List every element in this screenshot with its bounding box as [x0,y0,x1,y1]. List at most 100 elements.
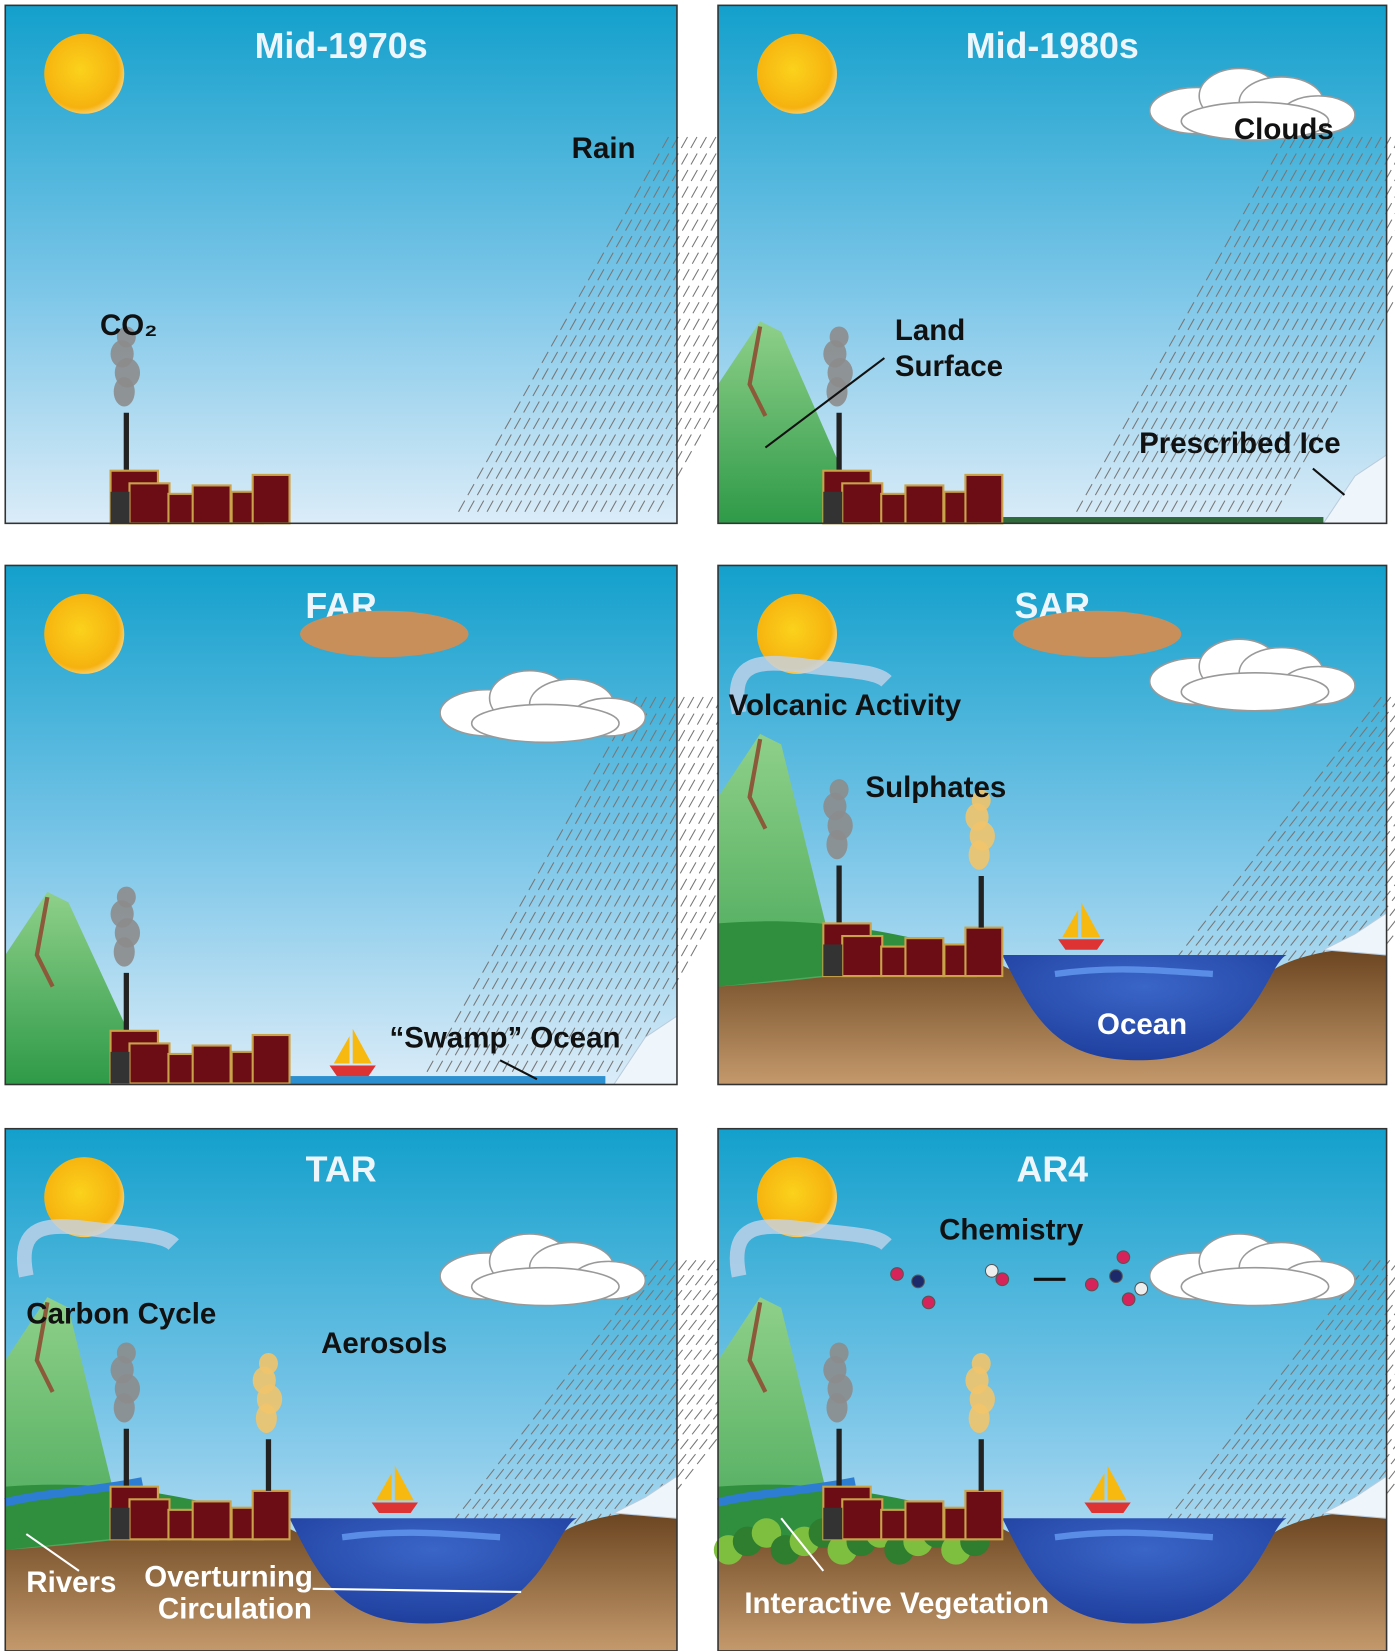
rain [1311,1421,1395,1530]
factory-building [191,1044,232,1085]
rain [1227,751,1395,966]
rain [1274,297,1395,514]
molecule-atom [995,1272,1010,1287]
label: “Swamp” Ocean [390,1022,621,1055]
rain [577,696,790,1074]
rain [465,1259,678,1530]
rain [1178,1259,1391,1530]
boat-sail [333,1028,372,1064]
leader-line [780,1517,825,1572]
boat-hull [1058,939,1105,950]
rain [1226,1313,1395,1530]
rain [1255,263,1395,514]
mountain-ridge [747,738,768,830]
swamp-ocean [289,1076,606,1085]
label: Rain [572,132,636,165]
smoke [971,1352,991,1375]
rain [1207,1288,1395,1530]
boat-sail [1088,1465,1127,1501]
rain [1169,1259,1381,1530]
rain [539,696,752,1074]
rain [1302,847,1395,966]
label: Ocean [1097,1008,1187,1041]
label: Circulation [158,1592,312,1625]
factory-building [904,484,945,525]
rain [456,1259,668,1530]
factory-building [964,473,1004,525]
molecule-atom [984,1264,999,1278]
factory-shed [110,1507,130,1540]
land [865,517,1324,524]
rain [1179,136,1392,514]
rain [1170,696,1382,966]
rain [444,696,657,1074]
smoke [829,1342,849,1364]
current [1054,1529,1214,1541]
rain [1320,1433,1395,1530]
smoke [116,326,136,348]
leader-line [499,1059,538,1081]
label: Carbon Cycle [26,1297,216,1330]
label: Surface [895,350,1003,383]
rain [609,136,821,514]
molecule-atom [1121,1292,1136,1307]
panel: TAR Carbon Cycle Aerosols Rivers Overturning… [4,610,858,1651]
label: Sulphates [865,771,1006,804]
factory-shed [110,1051,130,1084]
rain [561,136,774,514]
molecule-atom [1134,1281,1149,1296]
rain [1160,136,1373,514]
rain [1264,1361,1395,1530]
factory-building [904,1500,945,1541]
factory-building [251,473,291,525]
rain [1321,872,1395,966]
rain [1141,136,1354,514]
label: Chemistry [939,1213,1084,1246]
molecule-atom [921,1295,936,1310]
factory-building [251,1033,291,1085]
rain [605,696,818,1074]
rain [530,696,742,1074]
label: Interactive Vegetation [744,1587,1049,1620]
rain [1075,136,1288,514]
boat-hull [371,1502,418,1513]
rain [466,136,679,514]
rain [484,1259,697,1530]
factory-building [128,482,171,525]
boat-sail [1062,902,1101,938]
ocean [1002,1518,1287,1624]
panel-border [4,564,678,1086]
factory-building [841,482,884,525]
rain [482,696,695,1074]
panel: AR4 Chemistry Interactive Vegetation [713,610,1395,1651]
rain [580,136,793,514]
rain [1236,763,1395,966]
rain [542,136,755,514]
leader-line [764,357,886,449]
smoke [829,779,849,801]
rain [1331,884,1395,966]
rain [596,696,808,1074]
mountain-ridge [747,1302,768,1393]
panel-title: TAR [306,1149,377,1189]
panel-title: AR4 [1017,1149,1089,1189]
rain [590,136,802,514]
factory-shed [823,1507,843,1540]
sun [44,593,125,674]
rain [1103,136,1316,514]
factory-building [191,484,232,525]
volcano-plume [729,655,892,715]
rain [1293,835,1395,966]
current [341,1529,501,1541]
rain [476,136,688,514]
aerosols [300,610,469,658]
rain [513,1259,725,1530]
rain [533,136,745,514]
label: Clouds [1234,113,1334,146]
rain [1132,136,1344,514]
factory-building [128,1042,171,1085]
boat-hull [329,1065,376,1077]
